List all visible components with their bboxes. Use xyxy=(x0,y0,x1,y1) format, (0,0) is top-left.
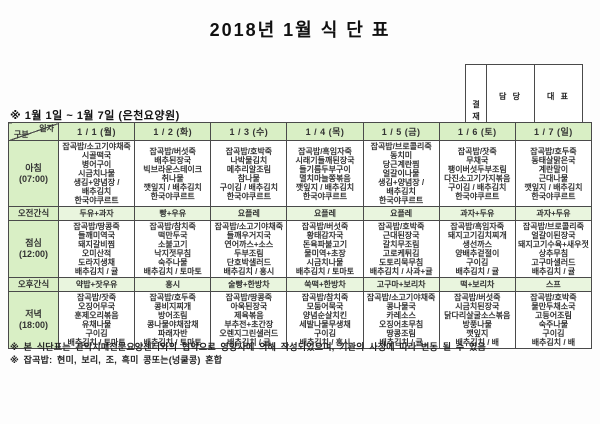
menu-cell: 쑥떡+한방차 xyxy=(286,277,364,292)
menu-cell: 빵+우유 xyxy=(134,206,212,221)
menu-cell: 잡곡밥/소고기야채죽 콩나물국 카레소스 오징어초무침 땅콩조림 배추김치 / 귤 xyxy=(362,291,440,349)
day-header: 1 / 4 (목) xyxy=(286,122,364,141)
note-line-1: ※ 본 식단표는 관악치매전문요양센터와의 협약으로 영양사에 의해 작성되었으… xyxy=(10,342,487,352)
day-header: 1 / 3 (수) xyxy=(210,122,288,141)
menu-cell: 잡곡밥/호두죽 콩비지찌개 방어조림 콩나물야채잡채 파래자반 배추김치 / 토마토 xyxy=(134,291,212,349)
menu-cell: 잡곡밥/버섯죽 황태감자국 돈육파불고기 물미역+초장 시금치나물 배추김치 / 토마토 xyxy=(286,220,364,278)
approval-col-damdang: 담 당 xyxy=(486,64,535,129)
menu-cell: 잡곡밥/소고기야채죽 들깨우거지국 연어까스+소스 두부조림 단호박샐러드 배추김치 / … xyxy=(210,220,288,278)
menu-row: 오전간식 두유+과자 빵+우유 요플레 요플레 요플레 과자+두유 과자+두유 xyxy=(8,206,593,221)
day-header: 1 / 5 (금) xyxy=(362,122,440,141)
row-header: 오전간식 xyxy=(8,206,59,221)
page-title: 2018년 1월 식 단 표 xyxy=(209,20,391,40)
menu-cell: 술빵+한방차 xyxy=(210,277,288,292)
menu-cell: 잡곡밥/참치죽 모둠어묵국 양념순살치킨 세발나물무생채 구이김 배추김치 / 홍시 xyxy=(286,291,364,349)
menu-row: 아침 (07:00) 잡곡밥/소고기야채죽 시골떡국 병어구이 시금치나물 생김+양념장 /… xyxy=(8,140,593,207)
menu-cell: 잡곡밥/버섯죽 배추된장국 빅브라운스테이크 취나물 깻잎지 / 배추김치 한국야쿠르트 xyxy=(134,140,212,207)
menu-cell: 잡곡밥/땅콩죽 들깨미역국 돼지갈비찜 오미산적 도라지생채 배추김치 / 귤 xyxy=(57,220,136,278)
day-header: 1 / 6 (토) xyxy=(438,122,516,141)
menu-cell: 요플레 xyxy=(286,206,364,221)
row-header: 저녁 (18:00) xyxy=(8,291,59,349)
menu-cell: 잡곡밥/소고기야채죽 시골떡국 병어구이 시금치나물 생김+양념장 / 배추김치 한국야쿠르… xyxy=(57,140,136,207)
menu-cell: 과자+두유 xyxy=(514,206,593,221)
menu-cell: 잡곡밥/호박죽 물만두채소국 고등어조림 숙주나물 구이김 배추김치 / 배 xyxy=(514,291,593,349)
day-header-row: 일자 구분 1 / 1 (월) 1 / 2 (화) 1 / 3 (수) 1 / 4 (… xyxy=(8,122,593,141)
menu-cell: 잡곡밥/땅콩죽 아욱된장국 제육볶음 부추전+초간장 오렌지그린샐러드 배추김치 / 귤 xyxy=(210,291,288,349)
menu-cell: 잡곡밥/흑임자죽 시래기들깨된장국 들기름두부구이 멸치마늘쫑볶음 깻잎지 / 배추김치… xyxy=(286,140,364,207)
menu-cell: 잡곡밥/잣죽 무채국 팽이버섯두부조림 다진소고기가지볶음 구이김 / 배추김치 한국야쿠… xyxy=(438,140,516,207)
menu-cell: 고구마+보리차 xyxy=(362,277,440,292)
menu-cell: 떡+보리차 xyxy=(438,277,516,292)
menu-cell: 잡곡밥/호박죽 근대된장국 갈치무조림 고로케튀김 도토리묵무침 배추김치 / 사과+귤 xyxy=(362,220,440,278)
menu-cell: 홍시 xyxy=(134,277,212,292)
menu-cell: 과자+두유 xyxy=(438,206,516,221)
menu-cell: 잡곡밥/호두죽 동태살맑은국 계란말이 근대나물 깻잎지 / 배추김치 한국야쿠르트 xyxy=(514,140,593,207)
menu-row: 점심 (12:00) 잡곡밥/땅콩죽 들깨미역국 돼지갈비찜 오미산적 도라지생채 배추김치 … xyxy=(8,220,593,278)
menu-cell: 요플레 xyxy=(210,206,288,221)
menu-cell: 잡곡밥/참치죽 떡만두국 소불고기 낙지젓무침 숙주나물 배추김치 / 토마토 xyxy=(134,220,212,278)
menu-cell: 잡곡밥/호박죽 나박물김치 메추리알조림 참나물 구이김 / 배추김치 한국야쿠르트 xyxy=(210,140,288,207)
approval-col-daepyo: 대 표 xyxy=(534,64,583,129)
menu-cell: 두유+과자 xyxy=(57,206,136,221)
menu-cell: 약밥+잣우유 xyxy=(57,277,136,292)
day-header: 1 / 2 (화) xyxy=(134,122,212,141)
row-header: 아침 (07:00) xyxy=(8,140,59,207)
menu-cell: 잡곡밥/브로콜리죽 동치미 당근계란찜 얼갈이나물 생김+양념장 / 배추김치 한국야쿠르트 xyxy=(362,140,440,207)
period-note: ※ 1월 1일 ~ 1월 7일 (은천요양원) xyxy=(10,110,180,122)
menu-cell: 스프 xyxy=(514,277,593,292)
menu-cell: 잡곡밥/잣죽 오징어무국 훈제오리볶음 유채나물 구이김 배추김치 / 토마토 xyxy=(57,291,136,349)
corner-cell: 일자 구분 xyxy=(8,122,59,141)
corner-label-date: 일자 xyxy=(39,124,54,133)
menu-table-body: 아침 (07:00) 잡곡밥/소고기야채죽 시골떡국 병어구이 시금치나물 생김+양념장 /… xyxy=(8,140,593,349)
footnotes: ※ 본 식단표는 관악치매전문요양센터와의 협약으로 영양사에 의해 작성되었으… xyxy=(10,341,486,367)
corner-label-category: 구분 xyxy=(14,130,29,139)
menu-cell: 잡곡밥/흑임자죽 돼지고기김치찌개 생선까스 양배추겉절이 구이김 배추김치 / 귤 xyxy=(438,220,516,278)
day-header: 1 / 7 (일) xyxy=(514,122,593,141)
menu-cell: 잡곡밥/브로콜리죽 얼갈이된장국 돼지고기수육+새우젓 상추무침 고구마샐러드 배추김치 … xyxy=(514,220,593,278)
menu-cell: 요플레 xyxy=(362,206,440,221)
menu-row: 오후간식 약밥+잣우유 홍시 술빵+한방차 쑥떡+한방차 고구마+보리차 떡+보리차 스프 xyxy=(8,277,593,292)
day-header: 1 / 1 (월) xyxy=(57,122,136,141)
row-header: 점심 (12:00) xyxy=(8,220,59,278)
row-header: 오후간식 xyxy=(8,277,59,292)
menu-cell: 잡곡밥/버섯죽 시금치된장국 닭다리살굴소스볶음 방풍나물 깻잎지 배추김치 / 배 xyxy=(438,291,516,349)
note-line-2: ※ 잡곡밥: 현미, 보리, 조, 흑미 콩또는(넝쿨콩) 혼합 xyxy=(10,355,223,365)
menu-table: 일자 구분 1 / 1 (월) 1 / 2 (화) 1 / 3 (수) 1 / 4 (… xyxy=(8,122,593,349)
menu-row: 저녁 (18:00) 잡곡밥/잣죽 오징어무국 훈제오리볶음 유채나물 구이김 배추김치 / … xyxy=(8,291,593,349)
